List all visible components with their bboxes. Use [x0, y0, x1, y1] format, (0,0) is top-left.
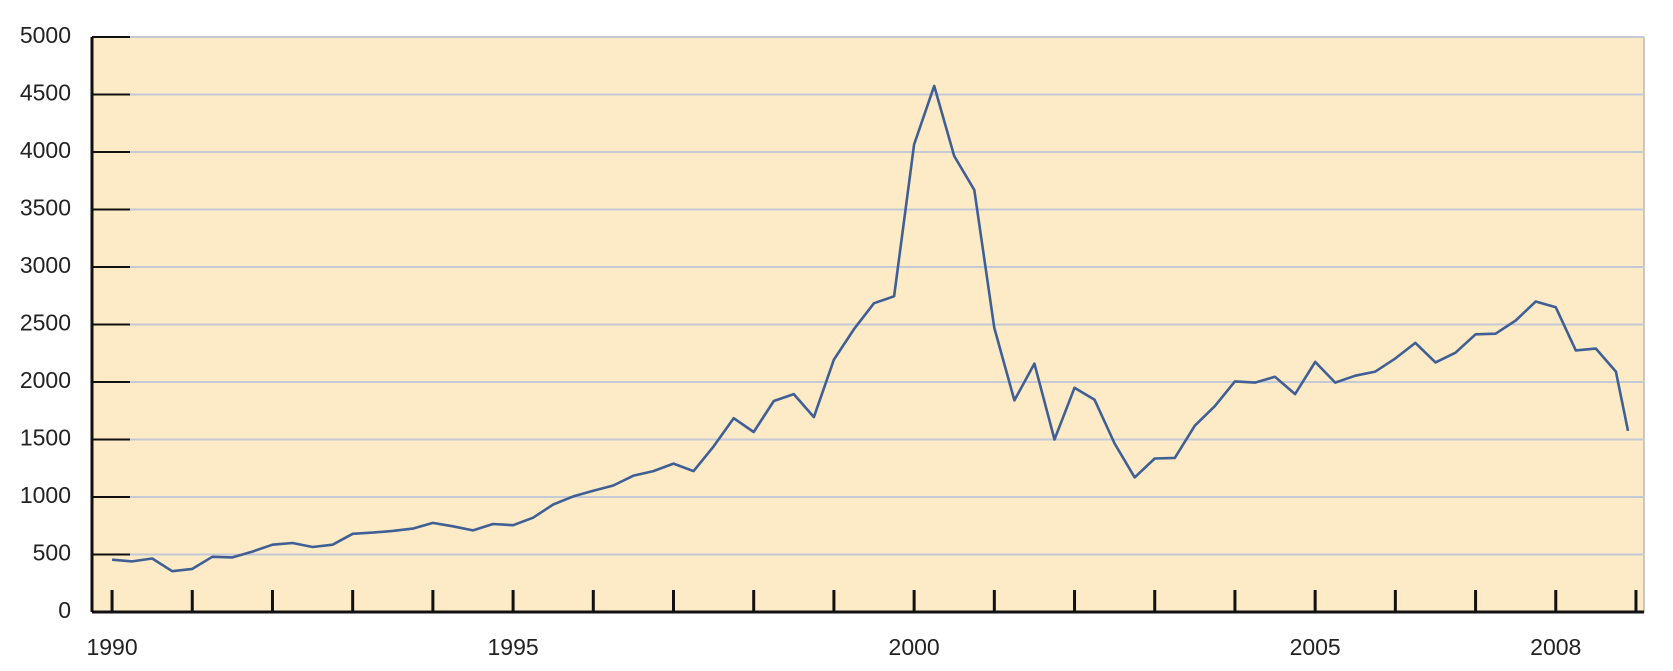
y-tick-label: 500: [33, 540, 71, 566]
x-tick-label: 2000: [889, 634, 940, 660]
y-tick-label: 3000: [20, 252, 71, 278]
x-tick-label: 1995: [487, 634, 538, 660]
y-tick-label: 1500: [20, 425, 71, 451]
y-tick-label: 2000: [20, 367, 71, 393]
y-tick-label: 5000: [20, 22, 71, 48]
y-tick-label: 0: [58, 597, 71, 623]
x-tick-label: 2005: [1290, 634, 1341, 660]
data-line: [111, 84, 1630, 573]
y-tick-label: 1000: [20, 482, 71, 508]
x-tick-label: 2008: [1530, 634, 1581, 660]
y-tick-label: 3500: [20, 195, 71, 221]
y-tick-label: 4000: [20, 137, 71, 163]
y-tick-label: 4500: [20, 80, 71, 106]
x-tick-label: 1990: [86, 634, 137, 660]
y-tick-label: 2500: [20, 310, 71, 336]
